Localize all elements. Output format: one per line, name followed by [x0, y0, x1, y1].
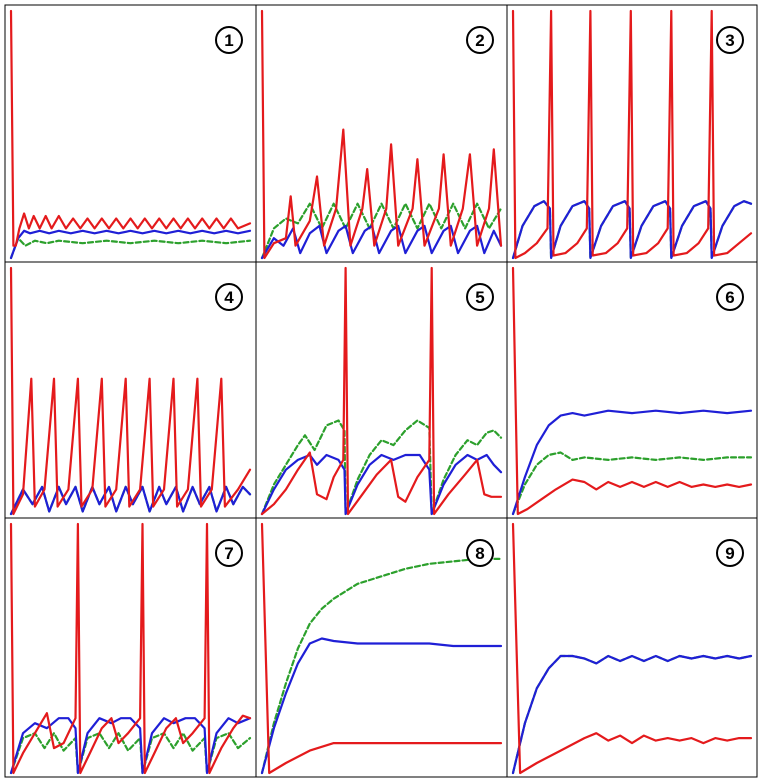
series-blue-line [260, 224, 503, 260]
panel-number-label: 8 [475, 544, 484, 563]
panel-number-circle [466, 283, 494, 311]
series-green-line [260, 419, 503, 516]
series-green-line [260, 202, 503, 260]
panel-number-label: 7 [224, 544, 233, 563]
panel-background [5, 262, 256, 518]
panel-number-circle [215, 26, 243, 54]
panel-3: 3 [506, 4, 758, 263]
panel-number-label: 1 [224, 31, 233, 50]
series-red-line [511, 522, 753, 775]
panel-background [507, 518, 757, 777]
panel-number-circle [716, 539, 744, 567]
panel-background [256, 5, 507, 262]
panel-number-label: 4 [224, 288, 234, 307]
series-red-line [9, 266, 252, 516]
series-red-line [260, 9, 503, 260]
series-blue-line [9, 229, 252, 260]
series-red-line [260, 522, 503, 775]
panel-number-circle [466, 539, 494, 567]
panel-8: 8 [255, 517, 508, 778]
panel-number-circle [215, 539, 243, 567]
series-red-line [511, 266, 753, 516]
series-red-line [9, 9, 252, 247]
panel-number-circle [215, 283, 243, 311]
panel-background [507, 262, 757, 518]
panel-5: 5 [255, 261, 508, 519]
panel-number-label: 3 [725, 31, 734, 50]
series-blue-line [511, 654, 753, 775]
series-green-line [9, 237, 252, 260]
panel-background [5, 518, 256, 777]
panel-7: 7 [4, 517, 257, 778]
series-red-line [511, 9, 753, 260]
panel-number-circle [716, 283, 744, 311]
panel-number-circle [716, 26, 744, 54]
series-blue-line [511, 409, 753, 516]
panel-border [506, 517, 758, 778]
panel-number-label: 9 [725, 544, 734, 563]
panel-9: 9 [506, 517, 758, 778]
panel-number-label: 5 [475, 288, 484, 307]
panel-number-label: 6 [725, 288, 734, 307]
series-red-line [260, 266, 503, 516]
panel-1: 1 [4, 4, 257, 263]
series-blue-line [260, 637, 503, 775]
panel-number-circle [466, 26, 494, 54]
series-green-line [511, 451, 753, 516]
series-red-line [9, 522, 252, 775]
series-green-line [260, 557, 503, 775]
panel-2: 2 [255, 4, 508, 263]
series-blue-line [511, 200, 753, 260]
panel-6: 6 [506, 261, 758, 519]
panel-4: 4 [4, 261, 257, 519]
series-blue-line [9, 485, 252, 516]
panel-number-label: 2 [475, 31, 484, 50]
